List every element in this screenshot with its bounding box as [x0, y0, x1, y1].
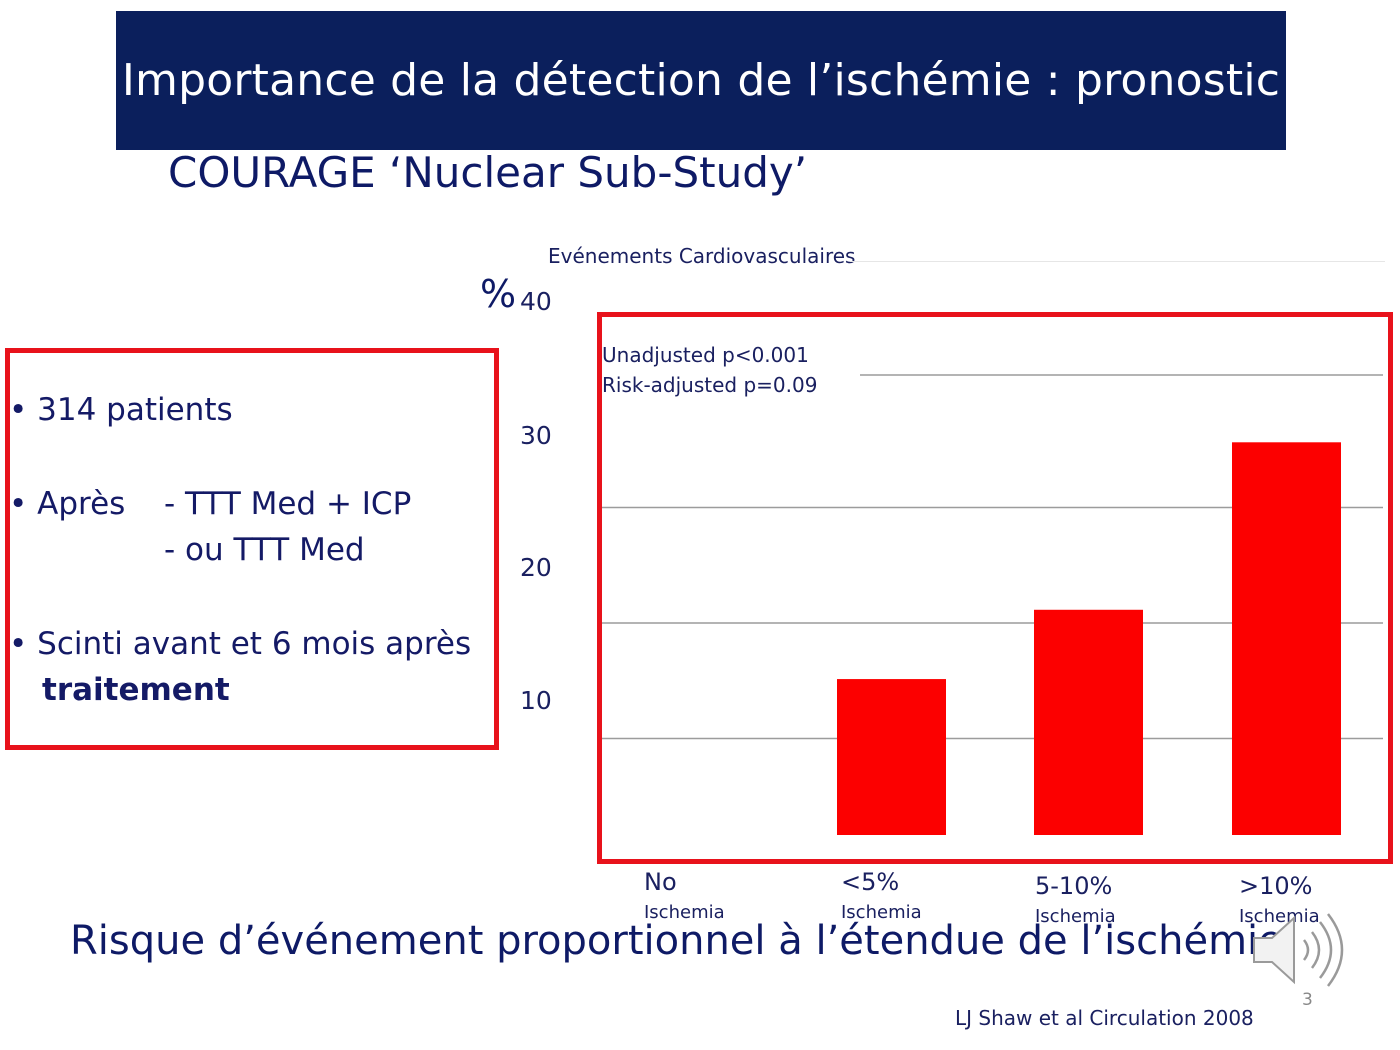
category-label-no: No [644, 868, 677, 896]
info-line-ttt-icp: - TTT Med + ICP [164, 486, 412, 522]
y-tick-20: 20 [520, 553, 552, 582]
slide-conclusion: Risque d’événement proportionnel à l’éte… [70, 918, 1283, 964]
y-tick-40: 40 [520, 287, 552, 316]
y-tick-10: 10 [520, 686, 552, 715]
bar-3 [1232, 442, 1341, 835]
page-number: 3 [1302, 990, 1313, 1010]
citation: LJ Shaw et al Circulation 2008 [955, 1006, 1254, 1030]
slide-title: Importance de la détection de l’ischémie… [116, 11, 1286, 150]
info-box [5, 348, 499, 750]
chart-highlight-frame [597, 312, 1393, 864]
info-line-ttt-med: - ou TTT Med [164, 532, 365, 568]
category-label-gt10: >10% [1239, 872, 1313, 900]
stat-risk-adjusted: Risk-adjusted p=0.09 [602, 373, 818, 397]
category-sublabel-no: Ischemia [644, 902, 725, 923]
bar-1 [837, 679, 946, 835]
y-tick-30: 30 [520, 421, 552, 450]
y-axis-label: % [480, 272, 517, 316]
slide-title-text: Importance de la détection de l’ischémie… [121, 55, 1281, 106]
speaker-icon[interactable] [1250, 910, 1360, 990]
info-line-apres: • Après [9, 486, 126, 522]
category-sublabel-gt10: Ischemia [1239, 906, 1320, 927]
category-sublabel-5-10: Ischemia [1035, 906, 1116, 927]
info-line-traitement: traitement [42, 672, 230, 708]
chart-title: Evénements Cardiovasculaires [548, 244, 856, 268]
category-label-5-10: 5-10% [1035, 872, 1113, 900]
category-sublabel-lt5: Ischemia [841, 902, 922, 923]
stat-unadjusted: Unadjusted p<0.001 [602, 343, 809, 367]
slide-subtitle: COURAGE ‘Nuclear Sub-Study’ [168, 148, 808, 197]
bar-2 [1034, 609, 1143, 835]
category-label-lt5: <5% [841, 868, 900, 896]
caption-rule [850, 261, 1385, 262]
info-line-patients: • 314 patients [9, 392, 233, 428]
info-line-scinti: • Scinti avant et 6 mois après [9, 626, 472, 662]
